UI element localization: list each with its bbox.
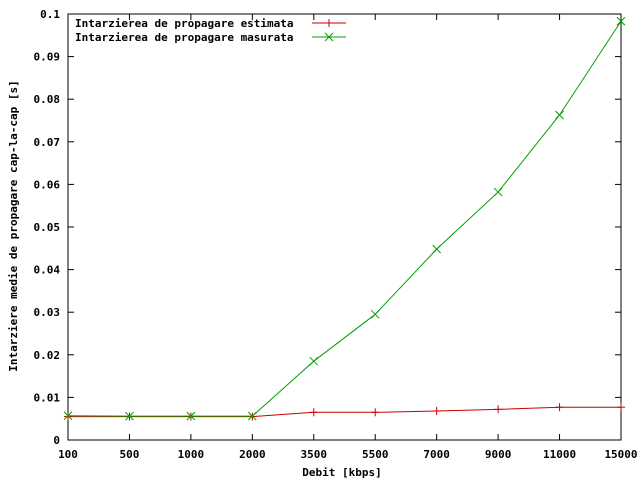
series-line <box>67 20 622 417</box>
data-point <box>370 309 380 319</box>
plot-frame <box>67 13 622 441</box>
x-tick-label: 7000 <box>423 448 450 461</box>
marker-stroke <box>309 356 319 366</box>
data-point <box>555 403 564 412</box>
y-tick-label: 0.09 <box>34 51 61 64</box>
x-tick-label: 3500 <box>301 448 328 461</box>
data-point <box>186 411 196 421</box>
data-point <box>494 405 503 414</box>
data-point <box>63 411 73 421</box>
y-tick-label: 0.05 <box>34 221 61 234</box>
data-point <box>432 244 442 254</box>
marker-stroke <box>125 411 134 421</box>
series-1 <box>64 403 625 421</box>
legend-label: Intarzierea de propagare masurata <box>75 31 294 44</box>
data-point <box>371 408 380 417</box>
marker-stroke <box>247 411 257 421</box>
legend-label: Intarzierea de propagare estimata <box>75 17 294 30</box>
legend: Intarzierea de propagare estimataIntarzi… <box>75 17 346 44</box>
data-point <box>247 411 257 421</box>
y-tick-label: 0.01 <box>34 391 61 404</box>
data-point <box>309 408 318 417</box>
x-tick-label: 9000 <box>485 448 512 461</box>
y-tick-label: 0.1 <box>40 8 60 21</box>
marker-stroke <box>432 244 442 254</box>
series-2 <box>63 16 626 421</box>
y-tick-label: 0.04 <box>34 264 61 277</box>
data-point <box>125 411 134 421</box>
x-tick-label: 1000 <box>178 448 205 461</box>
y-tick-label: 0.06 <box>34 178 61 191</box>
marker-stroke <box>370 309 380 319</box>
x-tick-label: 100 <box>58 448 78 461</box>
marker-stroke <box>616 16 626 26</box>
y-tick-label: 0.08 <box>34 93 61 106</box>
y-axis-title: Intarziere medie de propagare cap-la-cap… <box>7 80 20 371</box>
data-point <box>617 403 625 412</box>
x-tick-label: 5500 <box>362 448 389 461</box>
plot-series <box>63 16 626 421</box>
marker-stroke <box>493 187 503 197</box>
legend-item: Intarzierea de propagare estimata <box>75 17 346 30</box>
axes: 0 0.01 0.02 0.03 0.04 0.05 0.06 0.07 0.08 0.09 0.1… <box>34 8 638 461</box>
data-point <box>432 407 441 416</box>
x-tick-label: 500 <box>120 448 140 461</box>
data-point <box>493 187 503 197</box>
y-tick-label: 0.03 <box>34 306 61 319</box>
data-point <box>555 110 564 120</box>
marker-stroke <box>555 110 564 120</box>
data-point <box>616 16 626 26</box>
marker-stroke <box>63 411 73 421</box>
data-point <box>64 412 72 421</box>
y-tick-label: 0.02 <box>34 349 61 362</box>
x-axis-title: Debit [kbps] <box>302 466 381 479</box>
legend-marker <box>324 32 334 42</box>
y-tick-label: 0 <box>53 434 60 447</box>
marker-stroke <box>186 411 196 421</box>
x-tick-label: 11000 <box>543 448 576 461</box>
data-point <box>309 356 319 366</box>
x-tick-label: 2000 <box>239 448 266 461</box>
y-tick-label: 0.07 <box>34 136 61 149</box>
legend-item: Intarzierea de propagare masurata <box>75 31 346 44</box>
x-tick-label: 15000 <box>604 448 637 461</box>
series-line <box>68 406 621 418</box>
